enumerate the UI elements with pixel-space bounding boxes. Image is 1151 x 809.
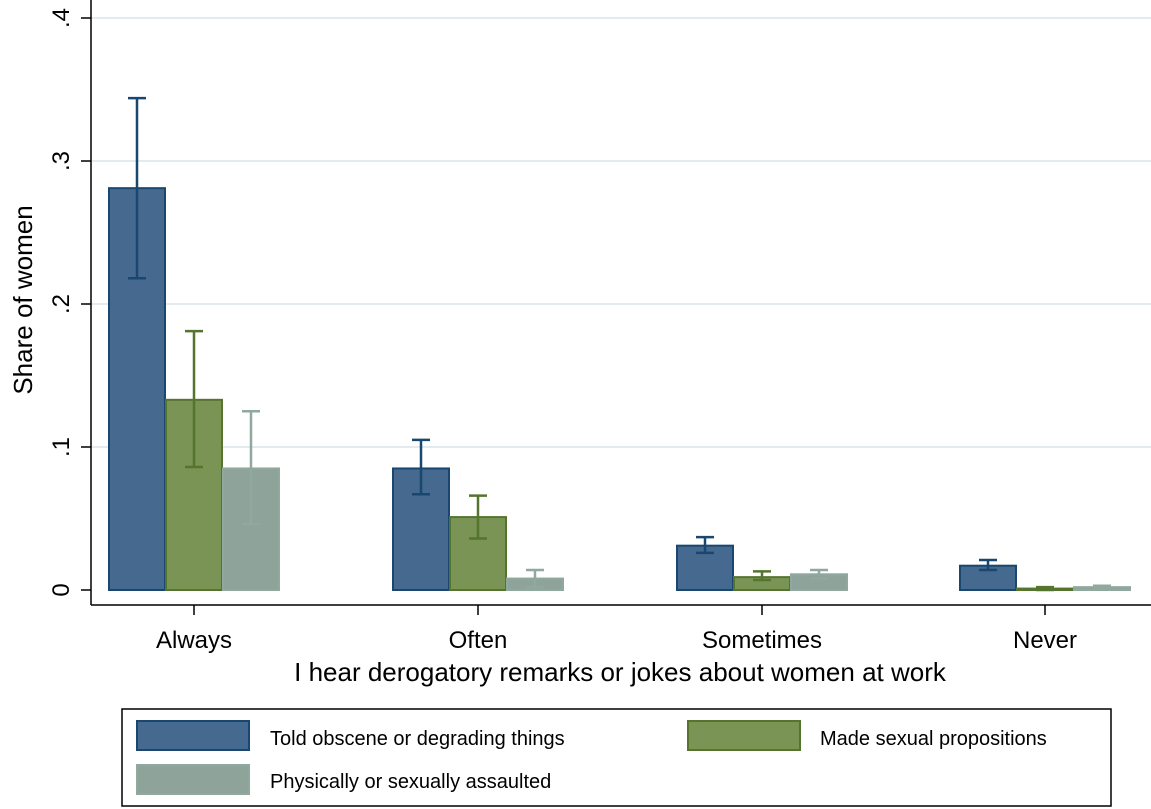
- error-bars: [128, 96, 1111, 592]
- y-tick-label: .2: [48, 294, 75, 314]
- gridlines: [91, 17, 1151, 448]
- bars: [108, 187, 1131, 592]
- x-tick-labels: Always Often Sometimes Never: [156, 627, 1077, 654]
- x-tick-label: Never: [1013, 627, 1077, 654]
- legend-box: [121, 708, 1112, 807]
- x-tick-label: Sometimes: [702, 627, 822, 654]
- legend-label: Physically or sexually assaulted: [270, 771, 551, 793]
- x-axis-title: I hear derogatory remarks or jokes about…: [294, 657, 947, 687]
- y-tick-label: 0: [48, 583, 75, 596]
- x-tick-label: Always: [156, 627, 232, 654]
- legend-swatch: [687, 720, 801, 751]
- bar-1-1: [449, 516, 507, 592]
- y-tick-label: .4: [48, 8, 75, 28]
- y-tick-label: .3: [48, 151, 75, 171]
- legend-swatch: [136, 764, 250, 795]
- x-tick-label: Often: [449, 627, 508, 654]
- legend: Told obscene or degrading things Made sex…: [121, 708, 1112, 807]
- legend-swatch: [136, 720, 250, 751]
- legend-label: Made sexual propositions: [820, 728, 1047, 750]
- y-axis-title: Share of women: [8, 205, 38, 394]
- y-tick-labels: 0 .1 .2 .3 .4: [48, 8, 75, 597]
- axes: [81, 0, 1151, 615]
- y-tick-label: .1: [48, 437, 75, 457]
- legend-label: Told obscene or degrading things: [270, 728, 565, 750]
